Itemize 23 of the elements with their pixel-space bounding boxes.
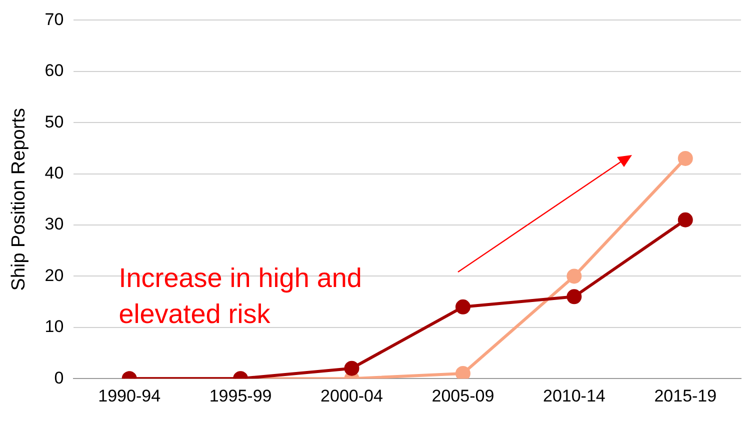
y-tick-label: 20 [44,266,64,285]
y-axis-title: Ship Position Reports [8,108,30,291]
x-tick-label: 1995-99 [209,386,272,406]
y-tick-label: 60 [44,61,64,80]
y-tick-label: 40 [44,163,64,182]
y-tick-label: 0 [54,368,64,388]
point [344,360,360,376]
x-tick-label: 2005-09 [432,386,494,406]
point [566,268,582,284]
point [678,212,693,228]
point [678,150,693,166]
point [455,299,470,314]
y-tick-label: 30 [44,214,64,234]
x-tick-label: 2010-14 [542,386,606,406]
annotation: Increase in high and elevated risk [118,263,362,330]
y-tick-label: 50 [44,112,64,132]
x-tick-label: 2000-04 [320,386,383,406]
point [455,366,470,379]
x-tick-label: 1990-94 [98,386,161,406]
x-tick-label: 2015-19 [654,386,717,406]
point [566,289,582,304]
y-tick-label: 70 [44,10,64,29]
y-tick-label: 10 [44,317,64,336]
